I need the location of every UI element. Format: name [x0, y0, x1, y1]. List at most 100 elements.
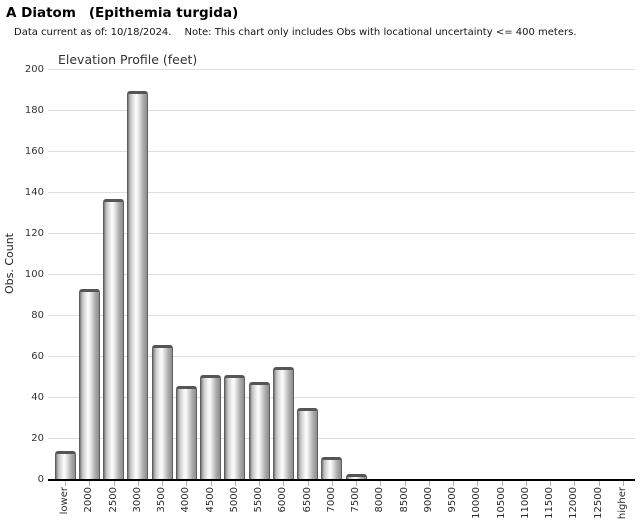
- x-tick-label-cell: 6000: [271, 487, 295, 523]
- x-tick-label: 5500: [253, 487, 265, 513]
- x-tick: [234, 481, 236, 486]
- x-tick: [550, 481, 552, 486]
- subtitle: Data current as of: 10/18/2024. Note: Thi…: [14, 27, 577, 38]
- x-tick-label: 2500: [107, 487, 119, 513]
- y-tick-label: 180: [24, 105, 44, 116]
- x-tick: [210, 481, 212, 486]
- x-tick-label: lower: [59, 487, 71, 515]
- x-tick-label-cell: 7500: [344, 487, 368, 523]
- x-tick-label-cell: 12500: [587, 487, 611, 523]
- y-tick-label: 0: [37, 474, 44, 485]
- x-tick-label: 5000: [228, 487, 240, 513]
- x-tick-label: 4000: [180, 487, 192, 513]
- x-tick-label: 12000: [568, 487, 580, 519]
- uncertainty-note-text: Note: This chart only includes Obs with …: [184, 27, 577, 38]
- x-tick: [501, 481, 503, 486]
- x-tick-label-cell: 11500: [538, 487, 562, 523]
- x-tick: [477, 481, 479, 486]
- y-tick-label: 200: [24, 64, 44, 75]
- bar-5000[interactable]: [224, 375, 246, 480]
- x-tick-label: 6000: [277, 487, 289, 513]
- x-tick-label-cell: 5500: [247, 487, 271, 523]
- x-tick: [428, 481, 430, 486]
- gridline: [48, 192, 635, 193]
- bar-2000[interactable]: [78, 289, 100, 480]
- species-common-name: A Diatom: [6, 5, 76, 21]
- x-tick-label-cell: 10500: [490, 487, 514, 523]
- x-tick-label-cell: 9500: [441, 487, 465, 523]
- x-tick-label: 8000: [374, 487, 386, 513]
- y-tick-label: 20: [31, 433, 44, 444]
- bar-6500[interactable]: [297, 408, 319, 480]
- x-axis-line: [48, 479, 635, 481]
- x-tick-label: 8500: [398, 487, 410, 513]
- x-tick-label-cell: 3000: [126, 487, 150, 523]
- y-tick-label: 100: [24, 269, 44, 280]
- bar-4500[interactable]: [200, 375, 222, 480]
- bar-3000[interactable]: [127, 91, 149, 480]
- y-tick-label: 40: [31, 392, 44, 403]
- x-tick-label: 12500: [592, 487, 604, 519]
- y-tick-label: 140: [24, 187, 44, 198]
- gridline: [48, 233, 635, 234]
- x-tick: [65, 481, 67, 486]
- x-tick: [186, 481, 188, 486]
- x-tick-label-cell: 9000: [417, 487, 441, 523]
- x-tick-label-cell: 6500: [296, 487, 320, 523]
- x-tick: [356, 481, 358, 486]
- gridline: [48, 110, 635, 111]
- bar-7000[interactable]: [321, 457, 343, 480]
- x-tick: [404, 481, 406, 486]
- x-tick-label: 3500: [156, 487, 168, 513]
- x-tick-label-cell: 8500: [393, 487, 417, 523]
- gridline: [48, 69, 635, 70]
- y-tick-label: 120: [24, 228, 44, 239]
- x-tick-label-cell: 10000: [465, 487, 489, 523]
- x-tick-label: 7000: [325, 487, 337, 513]
- x-tick-label: 11500: [544, 487, 556, 519]
- gridline: [48, 315, 635, 316]
- x-tick-label-cell: 11000: [514, 487, 538, 523]
- x-tick-label: 11000: [519, 487, 531, 519]
- x-tick: [89, 481, 91, 486]
- y-tick-label: 80: [31, 310, 44, 321]
- x-tick: [331, 481, 333, 486]
- bar-lower[interactable]: [54, 451, 76, 480]
- species-scientific-name: (Epithemia turgida): [88, 5, 239, 21]
- x-tick-label: 9000: [422, 487, 434, 513]
- x-tick-label-cell: higher: [611, 487, 635, 523]
- bar-5500[interactable]: [248, 382, 270, 480]
- x-tick-label: 9500: [447, 487, 459, 513]
- x-tick: [137, 481, 139, 486]
- data-current-date-text: Data current as of: 10/18/2024.: [14, 27, 172, 38]
- x-tick-label: 10000: [471, 487, 483, 519]
- x-tick: [622, 481, 624, 486]
- bar-2500[interactable]: [103, 199, 125, 480]
- gridline: [48, 151, 635, 152]
- x-tick: [113, 481, 115, 486]
- gridline: [48, 274, 635, 275]
- x-tick-label: 4500: [204, 487, 216, 513]
- x-tick-label-cell: 7000: [320, 487, 344, 523]
- bar-6000[interactable]: [272, 367, 294, 480]
- x-tick: [283, 481, 285, 486]
- x-tick: [259, 481, 261, 486]
- x-tick: [574, 481, 576, 486]
- gridline: [48, 397, 635, 398]
- x-tick-label-cell: 4000: [174, 487, 198, 523]
- x-tick-label-cell: 3500: [150, 487, 174, 523]
- gridline: [48, 438, 635, 439]
- x-tick: [307, 481, 309, 486]
- chart-title: Elevation Profile (feet): [58, 52, 198, 67]
- x-tick-label: 3000: [131, 487, 143, 513]
- x-tick: [162, 481, 164, 486]
- x-tick-label-cell: 2500: [102, 487, 126, 523]
- x-tick-label: higher: [616, 487, 628, 520]
- x-tick: [380, 481, 382, 486]
- x-tick-label: 2000: [83, 487, 95, 513]
- x-tick: [453, 481, 455, 486]
- x-tick-label: 6500: [301, 487, 313, 513]
- bar-3500[interactable]: [151, 345, 173, 480]
- bar-4000[interactable]: [175, 386, 197, 480]
